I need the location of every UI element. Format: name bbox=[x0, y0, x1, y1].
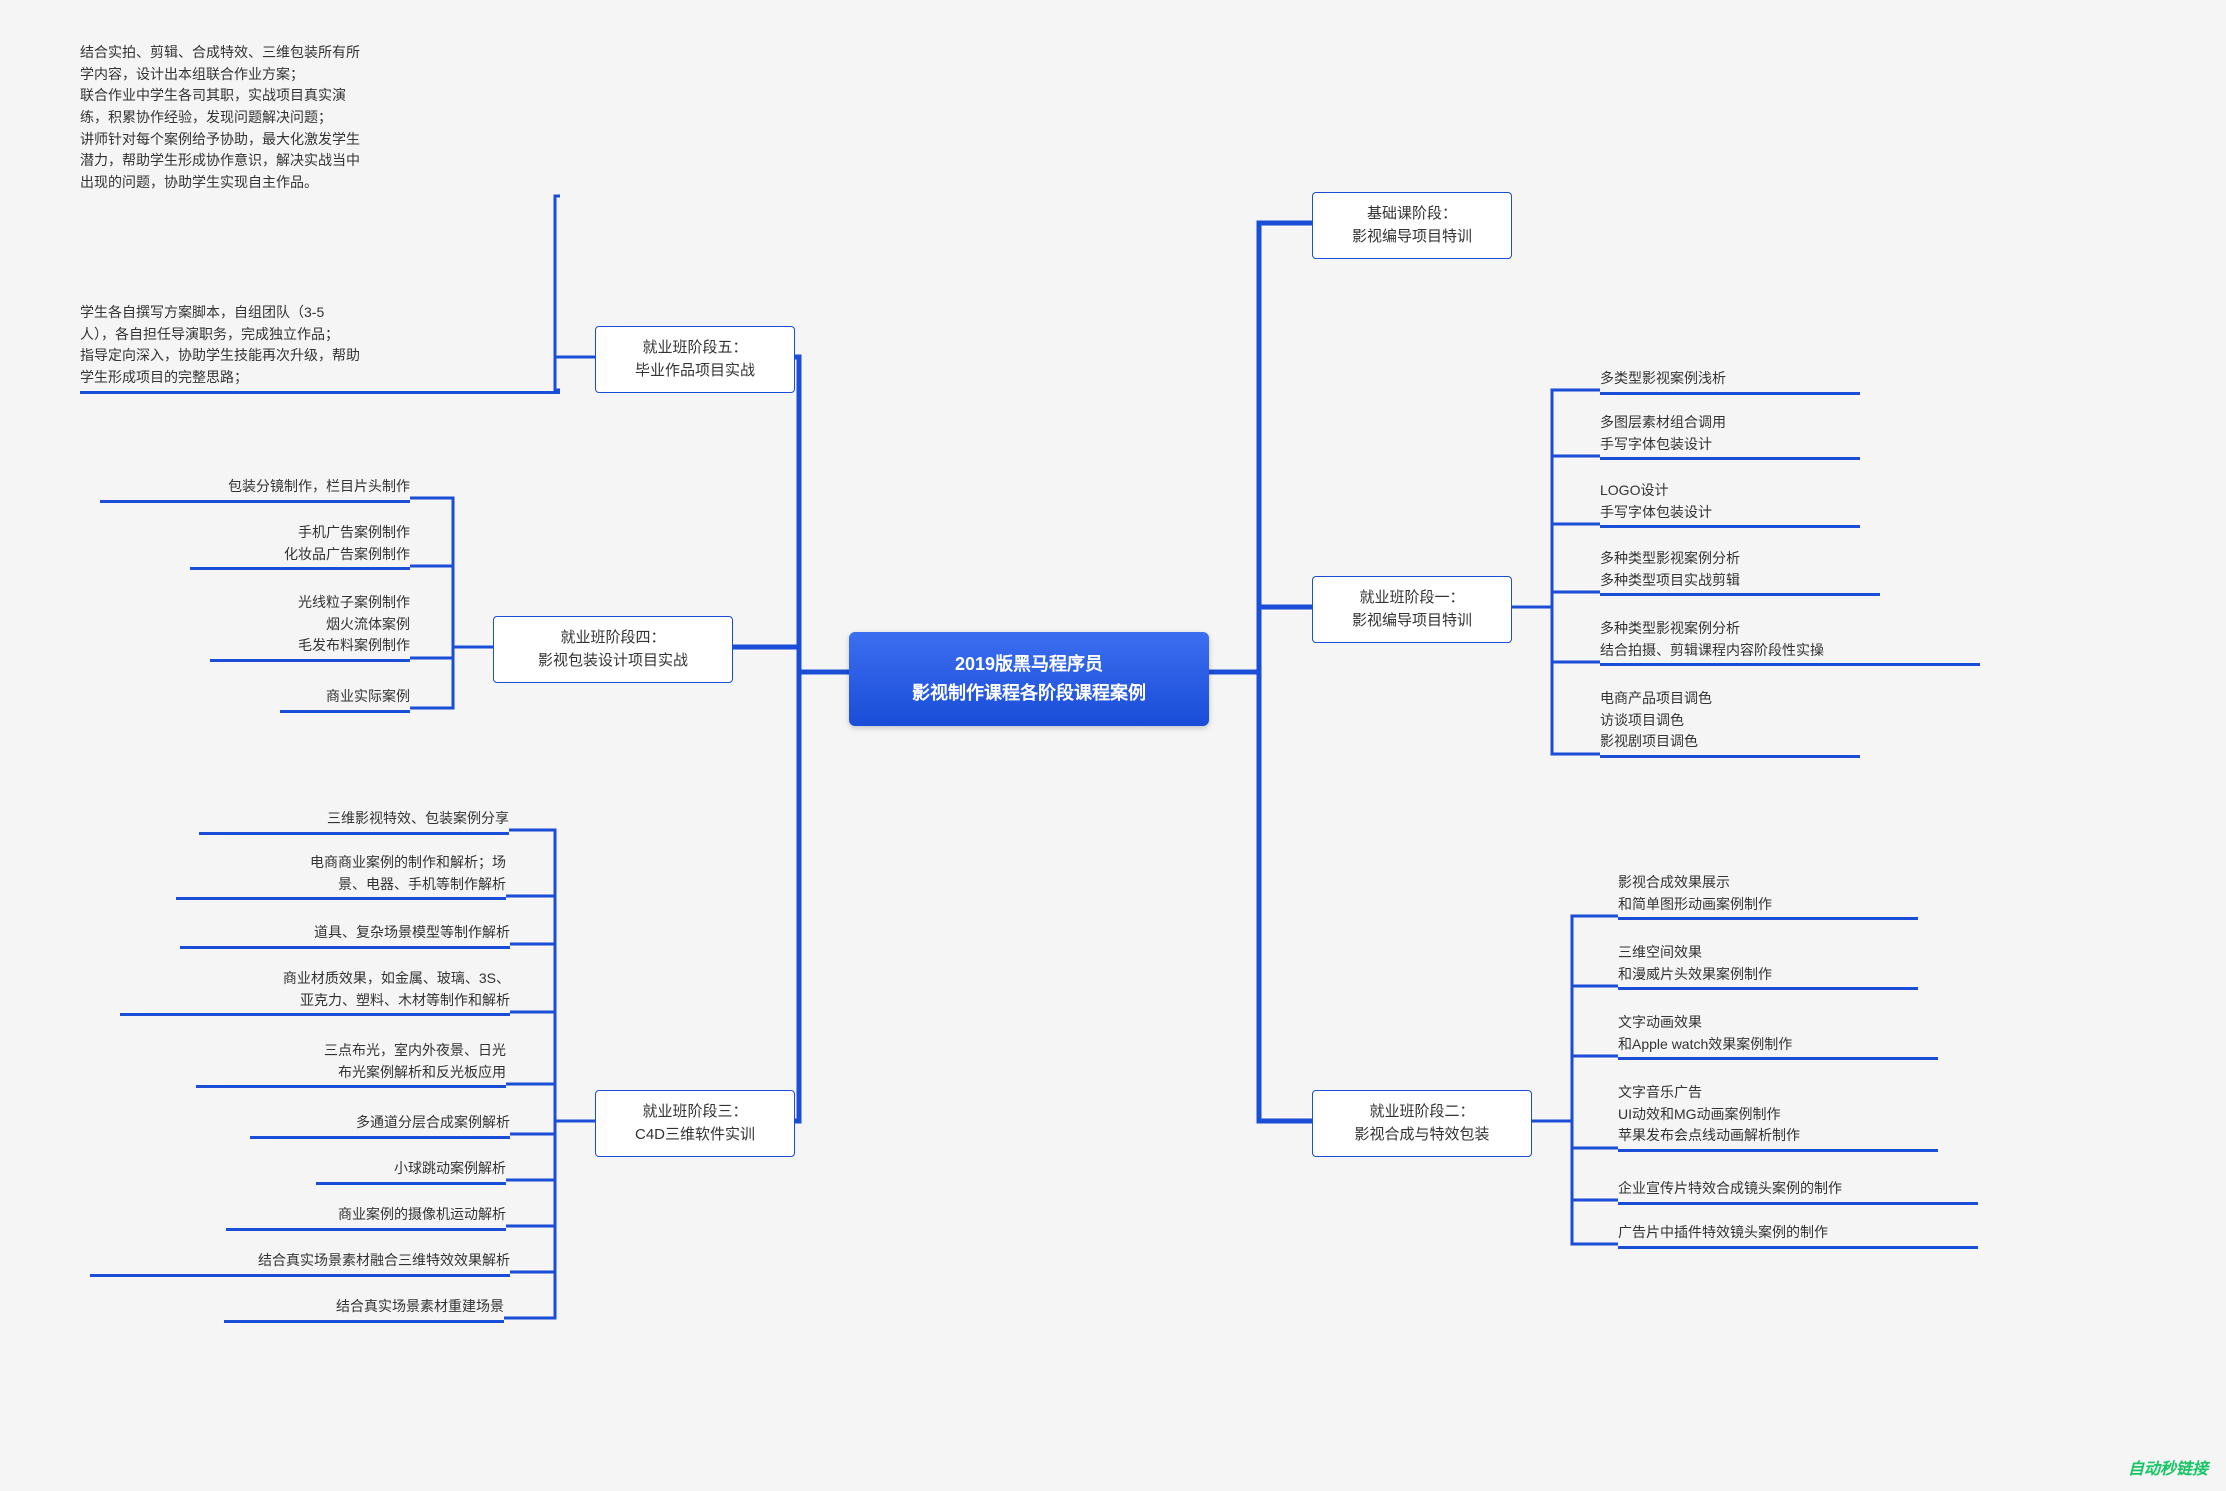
leaf: 文字动画效果 和Apple watch效果案例制作 bbox=[1618, 1012, 1938, 1060]
leaf: 商业实际案例 bbox=[280, 686, 410, 713]
leaf: 电商产品项目调色 访谈项目调色 影视剧项目调色 bbox=[1600, 688, 1860, 758]
branch-line1: 就业班阶段四： bbox=[512, 627, 714, 650]
leaf: 商业材质效果，如金属、玻璃、3S、 亚克力、塑料、木材等制作和解析 bbox=[120, 968, 510, 1016]
branch-line2: 影视编导项目特训 bbox=[1331, 226, 1493, 249]
branch-line2: C4D三维软件实训 bbox=[614, 1124, 776, 1147]
leaf: 结合真实场景素材融合三维特效效果解析 bbox=[90, 1250, 510, 1277]
leaf: 商业案例的摄像机运动解析 bbox=[226, 1204, 506, 1231]
leaf: 结合实拍、剪辑、合成特效、三维包装所有所 学内容，设计出本组联合作业方案； 联合… bbox=[80, 42, 560, 196]
branch-l4: 就业班阶段四：影视包装设计项目实战 bbox=[493, 616, 733, 683]
branch-line1: 基础课阶段： bbox=[1331, 203, 1493, 226]
branch-r1: 就业班阶段一：影视编导项目特训 bbox=[1312, 576, 1512, 643]
leaf: 多种类型影视案例分析 结合拍摄、剪辑课程内容阶段性实操 bbox=[1600, 618, 1980, 666]
leaf: 手机广告案例制作 化妆品广告案例制作 bbox=[190, 522, 410, 570]
leaf: 学生各自撰写方案脚本，自组团队（3-5 人），各自担任导演职务，完成独立作品； … bbox=[80, 302, 560, 394]
leaf: 电商商业案例的制作和解析；场 景、电器、手机等制作解析 bbox=[176, 852, 506, 900]
branch-r2: 就业班阶段二：影视合成与特效包装 bbox=[1312, 1090, 1532, 1157]
leaf: 多类型影视案例浅析 bbox=[1600, 368, 1860, 395]
leaf: 多种类型影视案例分析 多种类型项目实战剪辑 bbox=[1600, 548, 1880, 596]
leaf: 影视合成效果展示 和简单图形动画案例制作 bbox=[1618, 872, 1918, 920]
leaf: 三维影视特效、包装案例分享 bbox=[199, 808, 509, 835]
center-line1: 2019版黑马程序员 bbox=[883, 650, 1175, 679]
leaf: 企业宣传片特效合成镜头案例的制作 bbox=[1618, 1178, 1978, 1205]
leaf: 文字音乐广告 UI动效和MG动画案例制作 苹果发布会点线动画解析制作 bbox=[1618, 1082, 1938, 1152]
branch-l3: 就业班阶段三：C4D三维软件实训 bbox=[595, 1090, 795, 1157]
leaf: 光线粒子案例制作 烟火流体案例 毛发布料案例制作 bbox=[210, 592, 410, 662]
branch-r0: 基础课阶段：影视编导项目特训 bbox=[1312, 192, 1512, 259]
branch-line1: 就业班阶段五： bbox=[614, 337, 776, 360]
watermark: 自动秒链接 bbox=[2128, 1455, 2208, 1479]
branch-line2: 影视包装设计项目实战 bbox=[512, 650, 714, 673]
branch-line1: 就业班阶段一： bbox=[1331, 587, 1493, 610]
center-line2: 影视制作课程各阶段课程案例 bbox=[883, 679, 1175, 708]
branch-line2: 毕业作品项目实战 bbox=[614, 360, 776, 383]
leaf: 结合真实场景素材重建场景 bbox=[224, 1296, 504, 1323]
branch-line1: 就业班阶段三： bbox=[614, 1101, 776, 1124]
leaf: 广告片中插件特效镜头案例的制作 bbox=[1618, 1222, 1978, 1249]
center-node: 2019版黑马程序员 影视制作课程各阶段课程案例 bbox=[849, 632, 1209, 726]
leaf: 多图层素材组合调用 手写字体包装设计 bbox=[1600, 412, 1860, 460]
leaf: 三点布光，室内外夜景、日光 布光案例解析和反光板应用 bbox=[196, 1040, 506, 1088]
leaf: LOGO设计 手写字体包装设计 bbox=[1600, 480, 1860, 528]
branch-line2: 影视合成与特效包装 bbox=[1331, 1124, 1513, 1147]
leaf: 道具、复杂场景模型等制作解析 bbox=[180, 922, 510, 949]
leaf: 三维空间效果 和漫威片头效果案例制作 bbox=[1618, 942, 1918, 990]
branch-l5: 就业班阶段五：毕业作品项目实战 bbox=[595, 326, 795, 393]
leaf: 小球跳动案例解析 bbox=[316, 1158, 506, 1185]
leaf: 包装分镜制作，栏目片头制作 bbox=[100, 476, 410, 503]
branch-line1: 就业班阶段二： bbox=[1331, 1101, 1513, 1124]
branch-line2: 影视编导项目特训 bbox=[1331, 610, 1493, 633]
leaf: 多通道分层合成案例解析 bbox=[250, 1112, 510, 1139]
